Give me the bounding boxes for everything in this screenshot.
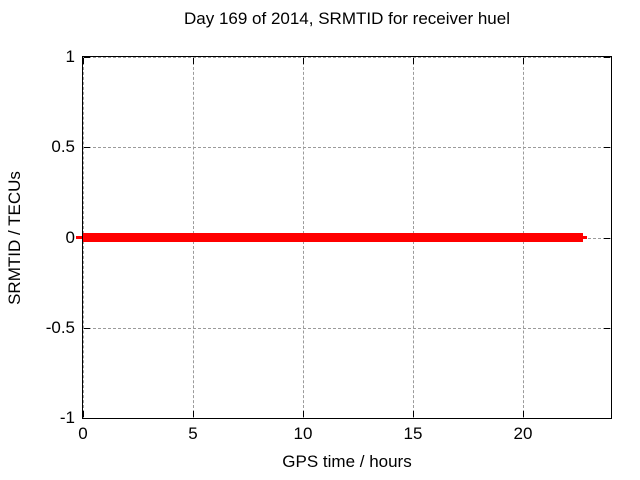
x-tick-mark	[523, 411, 524, 417]
chart-title: Day 169 of 2014, SRMTID for receiver hue…	[184, 9, 510, 28]
x-tick-label: 15	[403, 424, 423, 443]
x-tick-label: 10	[293, 424, 313, 443]
x-tick-mark	[413, 411, 414, 417]
x-tick-mark	[83, 411, 84, 417]
y-tick-mark	[604, 237, 610, 239]
y-tick-mark	[84, 147, 90, 149]
x-tick-mark	[303, 411, 304, 417]
y-tick-label: 1	[65, 47, 75, 66]
x-tick-mark	[303, 58, 304, 64]
x-tick-label: 0	[78, 424, 88, 443]
data-line-srmtid	[83, 233, 584, 242]
y-tick-mark	[84, 57, 90, 58]
x-tick-mark	[193, 58, 194, 64]
y-tick-mark	[84, 327, 90, 329]
plot-border	[82, 56, 612, 419]
y-tick-mark	[604, 327, 610, 329]
y-tick-label: 0	[65, 227, 75, 247]
y-tick-mark	[604, 57, 610, 58]
y-tick-label: -0.5	[45, 317, 75, 337]
x-axis-label: GPS time / hours	[282, 452, 412, 471]
y-tick-label: -1	[59, 408, 75, 427]
x-tick-label: 5	[188, 424, 198, 443]
h-gridline	[83, 57, 611, 58]
x-tick-mark	[413, 58, 414, 64]
y-tick-label: 0.5	[51, 137, 75, 157]
x-tick-mark	[83, 58, 84, 64]
x-tick-mark	[523, 58, 524, 64]
x-tick-mark	[193, 411, 194, 417]
h-gridline	[83, 327, 611, 329]
x-tick-label: 20	[513, 424, 533, 443]
h-gridline	[83, 147, 611, 149]
y-tick-mark	[604, 147, 610, 149]
